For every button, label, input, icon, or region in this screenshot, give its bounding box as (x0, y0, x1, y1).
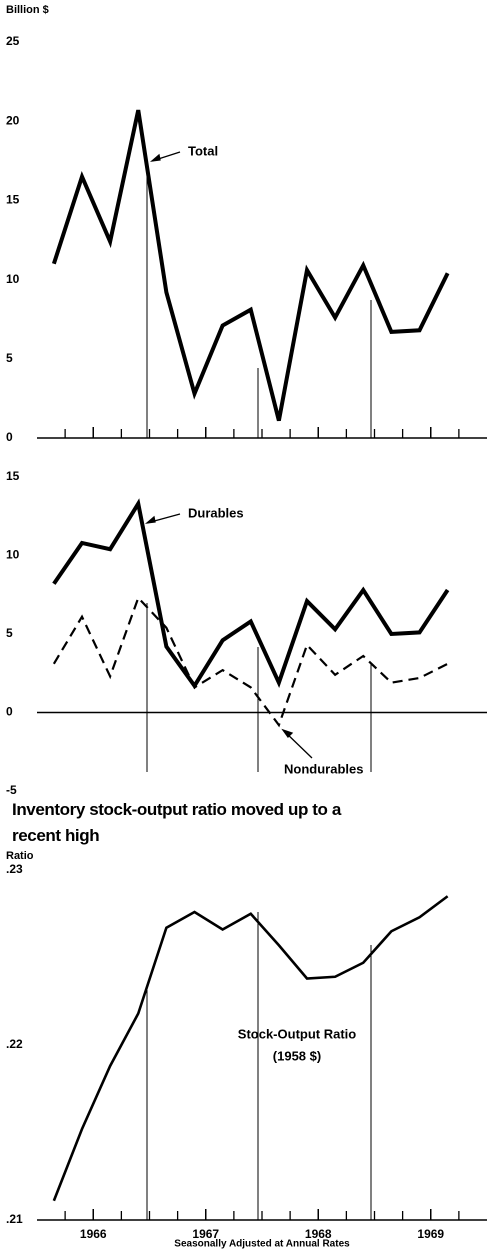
annotation: (1958 $) (273, 1048, 321, 1063)
x-tick-label: 1966 (80, 1227, 107, 1241)
y-tick-label: 0 (6, 705, 13, 719)
y-tick-label: .22 (6, 1037, 23, 1051)
series-line (52, 895, 449, 1202)
arrows (144, 151, 313, 759)
reference-lines (146, 175, 372, 1220)
y-tick-label: .23 (6, 862, 23, 876)
annotation: Durables (188, 505, 244, 520)
y-tick-label: 15 (6, 469, 20, 483)
x-tick-label: 1968 (305, 1227, 332, 1241)
series-line (51, 109, 450, 422)
y-tick-label: 20 (6, 113, 20, 127)
arrow-head (281, 728, 294, 739)
y-tick-label: 0 (6, 430, 13, 444)
note: Seasonally Adjusted at Annual Rates (174, 1239, 350, 1250)
annotation: Total (188, 143, 218, 158)
y-tick-label: 5 (6, 626, 13, 640)
series-line (52, 498, 450, 690)
x-tick-label: 1969 (417, 1227, 444, 1241)
y-axis-label: Ratio (6, 850, 34, 862)
y-tick-label: 25 (6, 34, 20, 48)
arrow-head (149, 153, 161, 162)
y-tick-label: 15 (6, 193, 20, 207)
chart-title: Inventory stock-output ratio moved up to… (12, 800, 341, 845)
y-tick-label: 10 (6, 548, 20, 562)
annotation: Nondurables (284, 761, 363, 776)
x-tick-label: 1967 (192, 1227, 219, 1241)
y-axis-label: Billion $ (6, 4, 49, 16)
y-tick-label: -5 (6, 783, 17, 797)
y-tick-label: 10 (6, 272, 20, 286)
y-tick-label: .21 (6, 1212, 23, 1226)
arrow-head (144, 515, 156, 524)
series-line (52, 595, 449, 728)
annotation: Stock-Output Ratio (238, 1026, 356, 1041)
y-tick-label: 5 (6, 351, 13, 365)
